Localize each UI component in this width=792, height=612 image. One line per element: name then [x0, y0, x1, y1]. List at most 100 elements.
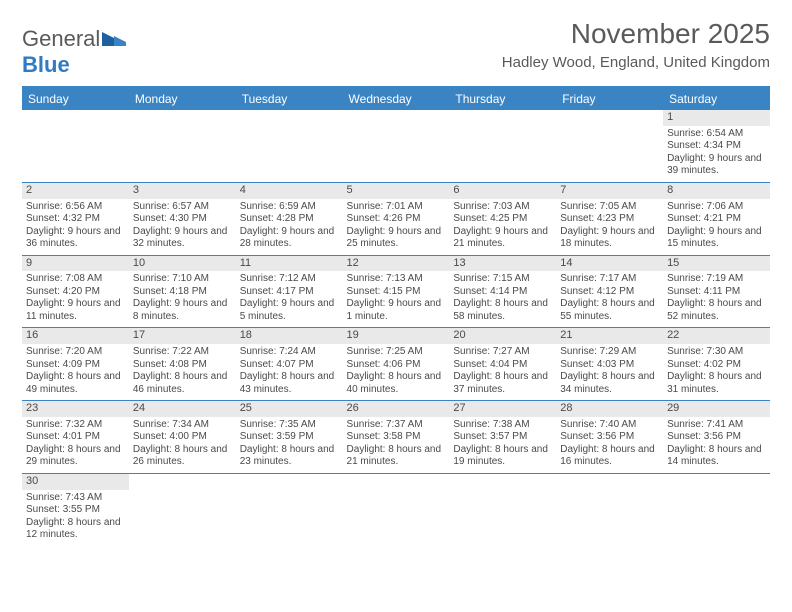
daylight-line: Daylight: 9 hours and 36 minutes. — [26, 226, 125, 251]
calendar-day-cell: 20Sunrise: 7:27 AMSunset: 4:04 PMDayligh… — [449, 328, 556, 401]
sunset-line: Sunset: 4:00 PM — [133, 431, 232, 444]
calendar-day-cell: 2Sunrise: 6:56 AMSunset: 4:32 PMDaylight… — [22, 182, 129, 255]
sunrise-line: Sunrise: 7:37 AM — [347, 419, 446, 432]
day-content: Sunrise: 6:56 AMSunset: 4:32 PMDaylight:… — [22, 199, 129, 255]
sunrise-line: Sunrise: 7:41 AM — [667, 419, 766, 432]
sunrise-line: Sunrise: 7:19 AM — [667, 273, 766, 286]
days-of-week-row: SundayMondayTuesdayWednesdayThursdayFrid… — [22, 87, 770, 110]
sunrise-line: Sunrise: 7:32 AM — [26, 419, 125, 432]
day-number: 2 — [22, 183, 129, 199]
day-number: 5 — [343, 183, 450, 199]
sunrise-line: Sunrise: 7:12 AM — [240, 273, 339, 286]
daylight-line: Daylight: 9 hours and 8 minutes. — [133, 298, 232, 323]
daylight-line: Daylight: 9 hours and 39 minutes. — [667, 153, 766, 178]
calendar-empty-cell — [129, 110, 236, 182]
sunrise-line: Sunrise: 7:38 AM — [453, 419, 552, 432]
calendar-day-cell: 25Sunrise: 7:35 AMSunset: 3:59 PMDayligh… — [236, 401, 343, 474]
day-content: Sunrise: 7:17 AMSunset: 4:12 PMDaylight:… — [556, 271, 663, 327]
daylight-line: Daylight: 8 hours and 29 minutes. — [26, 444, 125, 469]
day-content: Sunrise: 7:03 AMSunset: 4:25 PMDaylight:… — [449, 199, 556, 255]
day-content: Sunrise: 7:25 AMSunset: 4:06 PMDaylight:… — [343, 344, 450, 400]
calendar-day-cell: 12Sunrise: 7:13 AMSunset: 4:15 PMDayligh… — [343, 255, 450, 328]
day-content: Sunrise: 6:59 AMSunset: 4:28 PMDaylight:… — [236, 199, 343, 255]
dow-header: Wednesday — [343, 87, 450, 110]
calendar-day-cell: 30Sunrise: 7:43 AMSunset: 3:55 PMDayligh… — [22, 473, 129, 545]
day-number: 12 — [343, 256, 450, 272]
day-number: 23 — [22, 401, 129, 417]
day-content: Sunrise: 7:40 AMSunset: 3:56 PMDaylight:… — [556, 417, 663, 473]
sunrise-line: Sunrise: 6:54 AM — [667, 128, 766, 141]
dow-header: Thursday — [449, 87, 556, 110]
day-content: Sunrise: 7:43 AMSunset: 3:55 PMDaylight:… — [22, 490, 129, 546]
daylight-line: Daylight: 8 hours and 21 minutes. — [347, 444, 446, 469]
calendar-day-cell: 22Sunrise: 7:30 AMSunset: 4:02 PMDayligh… — [663, 328, 770, 401]
day-content: Sunrise: 7:01 AMSunset: 4:26 PMDaylight:… — [343, 199, 450, 255]
flag-icon — [102, 26, 126, 42]
sunset-line: Sunset: 3:58 PM — [347, 431, 446, 444]
day-content: Sunrise: 7:27 AMSunset: 4:04 PMDaylight:… — [449, 344, 556, 400]
day-number: 29 — [663, 401, 770, 417]
day-number: 7 — [556, 183, 663, 199]
day-number: 25 — [236, 401, 343, 417]
day-number: 14 — [556, 256, 663, 272]
sunrise-line: Sunrise: 7:43 AM — [26, 492, 125, 505]
calendar-day-cell: 9Sunrise: 7:08 AMSunset: 4:20 PMDaylight… — [22, 255, 129, 328]
calendar-week-row: 2Sunrise: 6:56 AMSunset: 4:32 PMDaylight… — [22, 182, 770, 255]
day-number: 27 — [449, 401, 556, 417]
page-title: November 2025 — [502, 18, 770, 50]
calendar-empty-cell — [343, 110, 450, 182]
sunrise-line: Sunrise: 7:34 AM — [133, 419, 232, 432]
day-number: 17 — [129, 328, 236, 344]
brand-part2: Blue — [22, 52, 70, 77]
calendar-day-cell: 16Sunrise: 7:20 AMSunset: 4:09 PMDayligh… — [22, 328, 129, 401]
day-content: Sunrise: 7:29 AMSunset: 4:03 PMDaylight:… — [556, 344, 663, 400]
daylight-line: Daylight: 8 hours and 58 minutes. — [453, 298, 552, 323]
calendar-empty-cell — [236, 110, 343, 182]
daylight-line: Daylight: 8 hours and 31 minutes. — [667, 371, 766, 396]
calendar-day-cell: 26 Sunrise: 7:37 AMSunset: 3:58 PMDayligh… — [343, 401, 450, 474]
sunset-line: Sunset: 4:32 PM — [26, 213, 125, 226]
calendar-week-row: 16Sunrise: 7:20 AMSunset: 4:09 PMDayligh… — [22, 328, 770, 401]
day-number: 20 — [449, 328, 556, 344]
dow-header: Tuesday — [236, 87, 343, 110]
calendar-day-cell: 10Sunrise: 7:10 AMSunset: 4:18 PMDayligh… — [129, 255, 236, 328]
daylight-line: Daylight: 8 hours and 12 minutes. — [26, 517, 125, 542]
day-number: 26 — [343, 401, 450, 417]
daylight-line: Daylight: 8 hours and 34 minutes. — [560, 371, 659, 396]
sunset-line: Sunset: 4:34 PM — [667, 140, 766, 153]
daylight-line: Daylight: 8 hours and 23 minutes. — [240, 444, 339, 469]
day-number: 30 — [22, 474, 129, 490]
sunset-line: Sunset: 4:04 PM — [453, 359, 552, 372]
daylight-line: Daylight: 9 hours and 25 minutes. — [347, 226, 446, 251]
daylight-line: Daylight: 9 hours and 21 minutes. — [453, 226, 552, 251]
sunset-line: Sunset: 4:14 PM — [453, 286, 552, 299]
title-block: November 2025 Hadley Wood, England, Unit… — [502, 18, 770, 71]
sunset-line: Sunset: 4:07 PM — [240, 359, 339, 372]
calendar-day-cell: 5Sunrise: 7:01 AMSunset: 4:26 PMDaylight… — [343, 182, 450, 255]
day-number: 13 — [449, 256, 556, 272]
calendar-week-row: 30Sunrise: 7:43 AMSunset: 3:55 PMDayligh… — [22, 473, 770, 545]
daylight-line: Daylight: 8 hours and 40 minutes. — [347, 371, 446, 396]
sunrise-line: Sunrise: 7:40 AM — [560, 419, 659, 432]
day-content: Sunrise: 7:08 AMSunset: 4:20 PMDaylight:… — [22, 271, 129, 327]
calendar-empty-cell — [449, 473, 556, 545]
day-content: Sunrise: 7:20 AMSunset: 4:09 PMDaylight:… — [22, 344, 129, 400]
day-content: Sunrise: 6:54 AMSunset: 4:34 PMDaylight:… — [663, 126, 770, 182]
day-number: 21 — [556, 328, 663, 344]
sunset-line: Sunset: 4:18 PM — [133, 286, 232, 299]
day-number: 16 — [22, 328, 129, 344]
calendar-day-cell: 6Sunrise: 7:03 AMSunset: 4:25 PMDaylight… — [449, 182, 556, 255]
sunset-line: Sunset: 4:08 PM — [133, 359, 232, 372]
daylight-line: Daylight: 9 hours and 5 minutes. — [240, 298, 339, 323]
day-content: Sunrise: 7:35 AMSunset: 3:59 PMDaylight:… — [236, 417, 343, 473]
calendar-day-cell: 1Sunrise: 6:54 AMSunset: 4:34 PMDaylight… — [663, 110, 770, 182]
calendar-day-cell: 28Sunrise: 7:40 AMSunset: 3:56 PMDayligh… — [556, 401, 663, 474]
calendar-day-cell: 7Sunrise: 7:05 AMSunset: 4:23 PMDaylight… — [556, 182, 663, 255]
sunset-line: Sunset: 3:57 PM — [453, 431, 552, 444]
day-number: 1 — [663, 110, 770, 126]
daylight-line: Daylight: 9 hours and 18 minutes. — [560, 226, 659, 251]
sunrise-line: Sunrise: 7:22 AM — [133, 346, 232, 359]
day-content: Sunrise: 7:19 AMSunset: 4:11 PMDaylight:… — [663, 271, 770, 327]
calendar-empty-cell — [663, 473, 770, 545]
dow-header: Friday — [556, 87, 663, 110]
